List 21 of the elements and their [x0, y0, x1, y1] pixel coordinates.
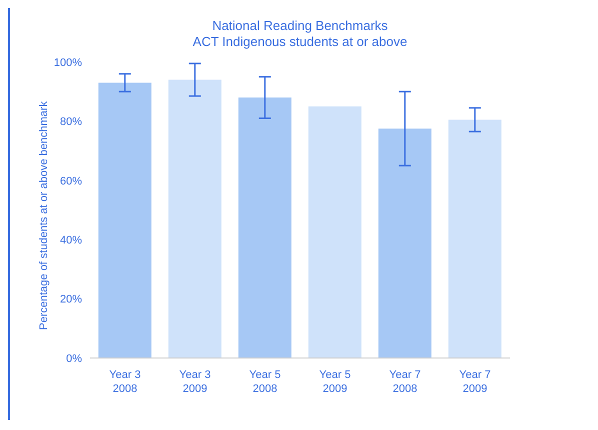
bar — [308, 106, 362, 358]
y-tick-label: 40% — [60, 234, 82, 247]
x-tick-label: Year 5 2009 — [319, 369, 351, 395]
y-tick-label: 100% — [54, 56, 82, 69]
x-tick-label: Year 5 2008 — [249, 369, 281, 395]
bar — [98, 82, 152, 358]
bar — [378, 128, 432, 358]
chart-title: National Reading Benchmarks — [211, 18, 389, 34]
y-axis-title: Percentage of students at or above benchmark — [38, 100, 50, 330]
y-tick-label: 80% — [60, 116, 82, 128]
y-tick-label: 20% — [60, 294, 82, 306]
y-tick-label: 60% — [60, 175, 82, 188]
bar — [168, 80, 222, 358]
x-tick-label: Year 7 2008 — [389, 369, 421, 395]
bar — [238, 98, 292, 358]
x-tick-label: Year 3 2009 — [179, 369, 211, 395]
chart-subtitle: ACT Indigenous students at or above — [192, 34, 408, 50]
y-tick-label: 0% — [66, 352, 82, 365]
x-tick-label: Year 3 2008 — [109, 369, 141, 395]
bar — [448, 120, 502, 358]
x-tick-label: Year 7 2009 — [459, 369, 491, 395]
